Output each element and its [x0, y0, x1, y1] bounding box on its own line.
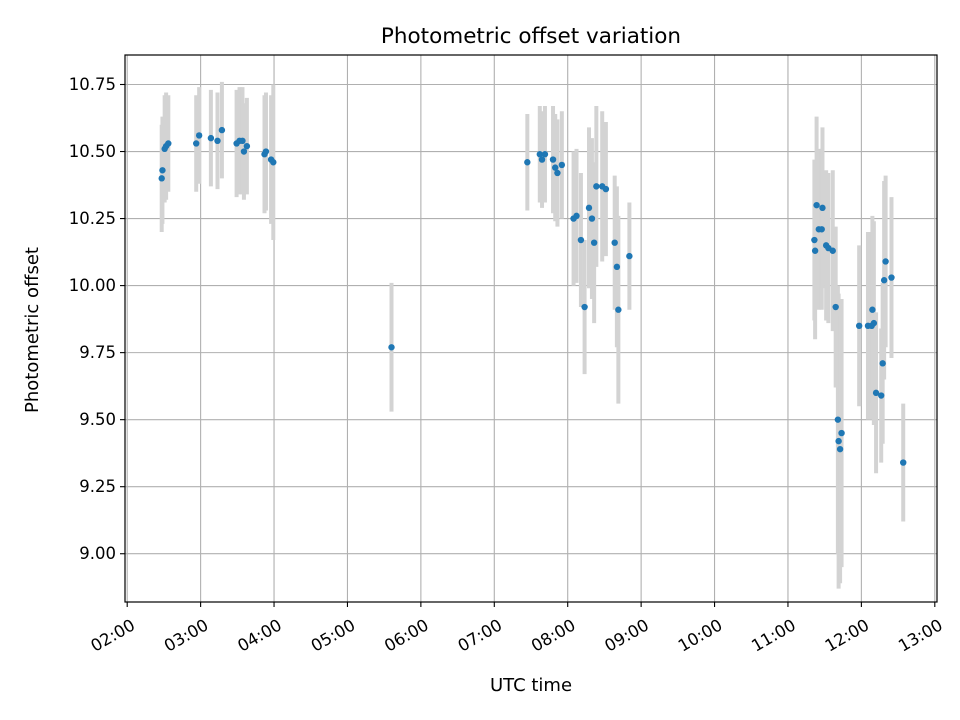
y-tick-label: 9.75	[79, 343, 116, 362]
data-points	[158, 126, 907, 466]
data-point	[870, 319, 878, 327]
data-point	[880, 277, 888, 284]
data-point	[872, 389, 880, 397]
data-point	[541, 151, 549, 158]
y-tick-label: 9.25	[79, 477, 116, 496]
y-axis-label: Photometric offset	[22, 247, 43, 413]
data-point	[270, 159, 277, 166]
data-point	[549, 156, 557, 163]
data-point	[593, 183, 600, 190]
data-point	[615, 306, 622, 313]
data-point	[207, 134, 215, 142]
data-point	[577, 236, 585, 244]
plot-frame	[124, 54, 938, 603]
data-point	[218, 126, 226, 134]
data-point	[524, 159, 531, 166]
data-point	[536, 151, 544, 158]
y-tick-label: 10.75	[69, 75, 116, 94]
y-tick-label: 10.00	[69, 276, 116, 295]
data-point	[882, 258, 889, 265]
data-point	[832, 303, 839, 311]
data-point	[878, 392, 885, 399]
data-point	[602, 185, 610, 193]
data-point	[552, 164, 559, 171]
data-point	[585, 204, 593, 212]
data-point	[836, 445, 844, 453]
data-point	[811, 236, 818, 244]
data-point	[819, 204, 826, 212]
data-point	[613, 263, 621, 271]
data-point	[388, 344, 395, 351]
data-point	[834, 416, 842, 423]
data-point	[573, 212, 580, 220]
data-point	[888, 274, 895, 281]
y-tick-label: 9.50	[79, 410, 116, 429]
data-point	[554, 169, 561, 177]
data-point	[588, 215, 596, 222]
data-point	[581, 303, 588, 311]
y-tick-label: 10.25	[69, 209, 116, 228]
data-point	[811, 247, 819, 254]
data-point	[193, 140, 200, 147]
data-point	[243, 142, 251, 150]
data-point	[813, 201, 820, 209]
data-point	[239, 137, 246, 145]
data-point	[214, 137, 221, 145]
data-point	[262, 148, 270, 155]
grid	[125, 55, 937, 602]
chart-title: Photometric offset variation	[381, 24, 681, 49]
data-point	[590, 239, 598, 246]
y-axis-ticks: 9.00 9.25 9.50 9.75 10.00 10.25 10.50 10.75	[69, 75, 125, 563]
data-point	[829, 247, 836, 254]
data-point	[158, 175, 165, 182]
data-point	[835, 437, 842, 445]
data-point	[165, 140, 172, 147]
data-point	[159, 167, 166, 174]
data-point	[558, 161, 566, 169]
data-point	[626, 252, 633, 260]
data-point	[611, 239, 618, 246]
data-point	[818, 226, 825, 233]
data-point	[900, 459, 907, 466]
y-tick-label: 9.00	[79, 544, 116, 563]
data-point	[869, 306, 876, 313]
data-point	[879, 360, 886, 367]
data-point	[838, 429, 845, 437]
data-point	[195, 132, 203, 139]
y-tick-label: 10.50	[69, 142, 116, 161]
data-point	[855, 322, 863, 330]
x-axis-label: UTC time	[490, 675, 572, 696]
data-point	[538, 156, 546, 163]
data-point	[240, 148, 248, 155]
